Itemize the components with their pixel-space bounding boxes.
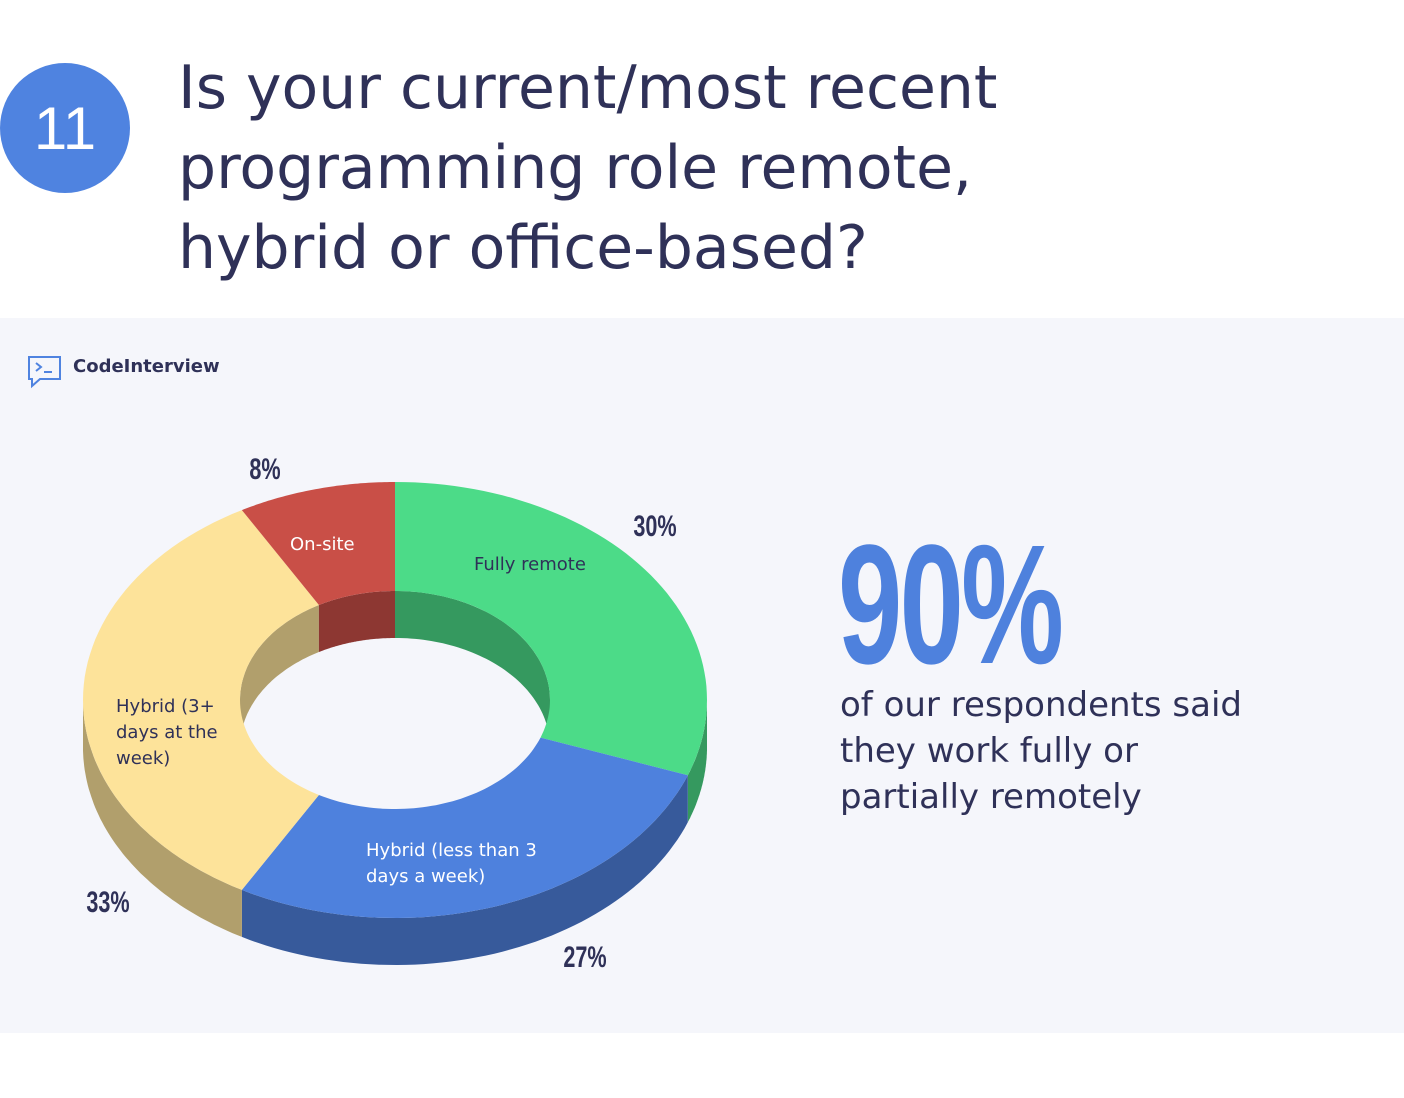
slice-side (241, 775, 688, 965)
value-label: 33% (86, 886, 130, 919)
slice (241, 482, 395, 605)
value-label: 8% (249, 453, 281, 486)
slice-side (687, 700, 707, 823)
question-title: Is your current/most recent programming … (178, 53, 998, 283)
slice (395, 482, 707, 776)
value-label: 27% (563, 941, 607, 974)
slice-inner-wall (240, 605, 319, 747)
slice-inner-wall (318, 591, 395, 652)
value-label: 30% (633, 510, 677, 543)
brand-icon (28, 356, 61, 389)
slice-label: Fully remote (474, 554, 586, 575)
slice-label: Hybrid (less than 3 days a week) (366, 840, 537, 887)
slice-side (83, 700, 242, 937)
callout-text: of our respondents said they work fully … (840, 685, 1242, 817)
question-badge: 11 (0, 63, 130, 193)
slice (83, 510, 319, 890)
slice (241, 737, 688, 918)
slice-label: Hybrid (3+ days at the week) (116, 696, 218, 769)
slice-inner-wall (395, 591, 550, 747)
brand-name: CodeInterview (73, 356, 220, 377)
slice-label: On-site (290, 534, 355, 555)
callout-stat: 90% (838, 510, 1064, 700)
